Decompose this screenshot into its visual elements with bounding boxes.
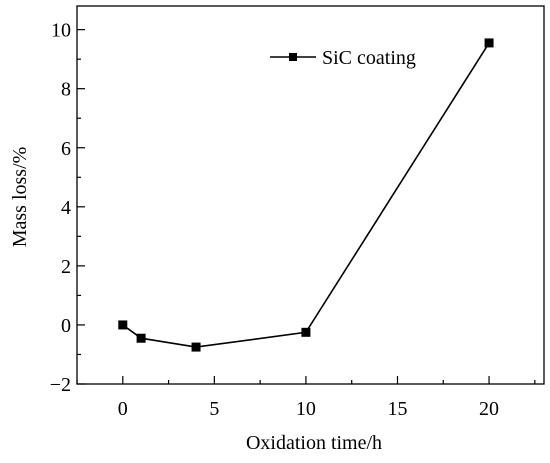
y-tick-label: 8	[61, 79, 71, 101]
y-tick-label: 0	[61, 315, 71, 337]
legend: SiC coating	[270, 47, 416, 69]
y-axis-title: Mass loss/%	[9, 147, 31, 248]
data-point	[301, 327, 311, 337]
data-point	[136, 333, 146, 343]
legend-label: SiC coating	[322, 47, 416, 69]
y-tick-label: 6	[61, 138, 71, 160]
plot-border	[76, 5, 545, 385]
data-point	[118, 320, 128, 330]
series-layer	[118, 38, 494, 352]
x-tick-label: 0	[118, 398, 128, 420]
data-point	[484, 38, 494, 48]
x-tick-label: 5	[209, 398, 219, 420]
x-tick-label: 20	[479, 398, 499, 420]
legend-marker	[289, 53, 297, 61]
data-point	[191, 342, 201, 352]
x-tick-label: 15	[387, 398, 407, 420]
y-axis: −2 0 2 4 6 8 10	[50, 20, 85, 396]
y-tick-label: 4	[61, 197, 71, 219]
x-axis: 0 5 10 15 20	[76, 376, 536, 420]
series-line	[122, 42, 490, 348]
y-tick-label: 10	[51, 20, 71, 42]
x-tick-label: 10	[296, 398, 316, 420]
plot-frame	[76, 5, 545, 385]
y-tick-label: 2	[61, 256, 71, 278]
x-axis-title: Oxidation time/h	[246, 432, 382, 454]
y-tick-label: −2	[50, 374, 71, 396]
